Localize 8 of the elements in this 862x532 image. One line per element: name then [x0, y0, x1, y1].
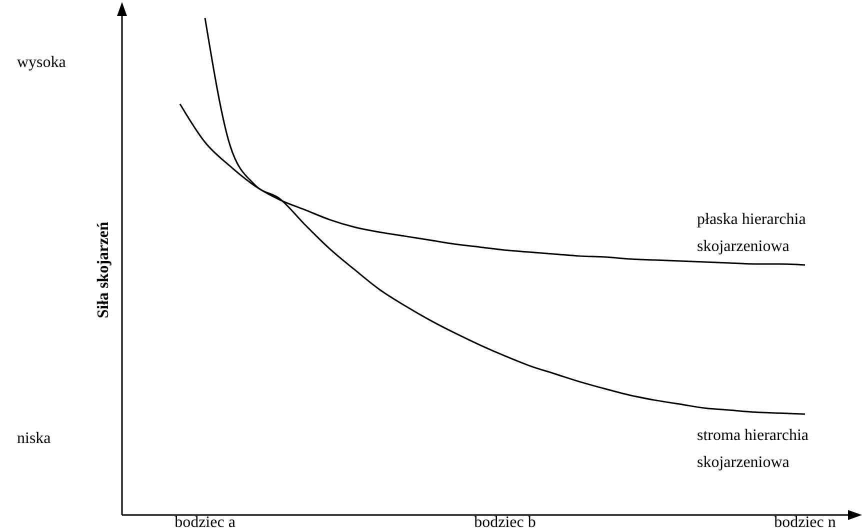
text: niska [17, 430, 51, 447]
series-label: stroma hierarchia skojarzeniowa [697, 427, 808, 472]
x-tick-label: bodziec n [774, 514, 836, 531]
series-label: płaska hierarchia skojarzeniowa [697, 211, 806, 256]
y-axis-title: Siła skojarzeń [95, 222, 112, 318]
x-tick-label: bodziec b [474, 514, 536, 531]
text: wysoka [17, 54, 66, 71]
x-tick-label: bodziec a [174, 514, 236, 531]
